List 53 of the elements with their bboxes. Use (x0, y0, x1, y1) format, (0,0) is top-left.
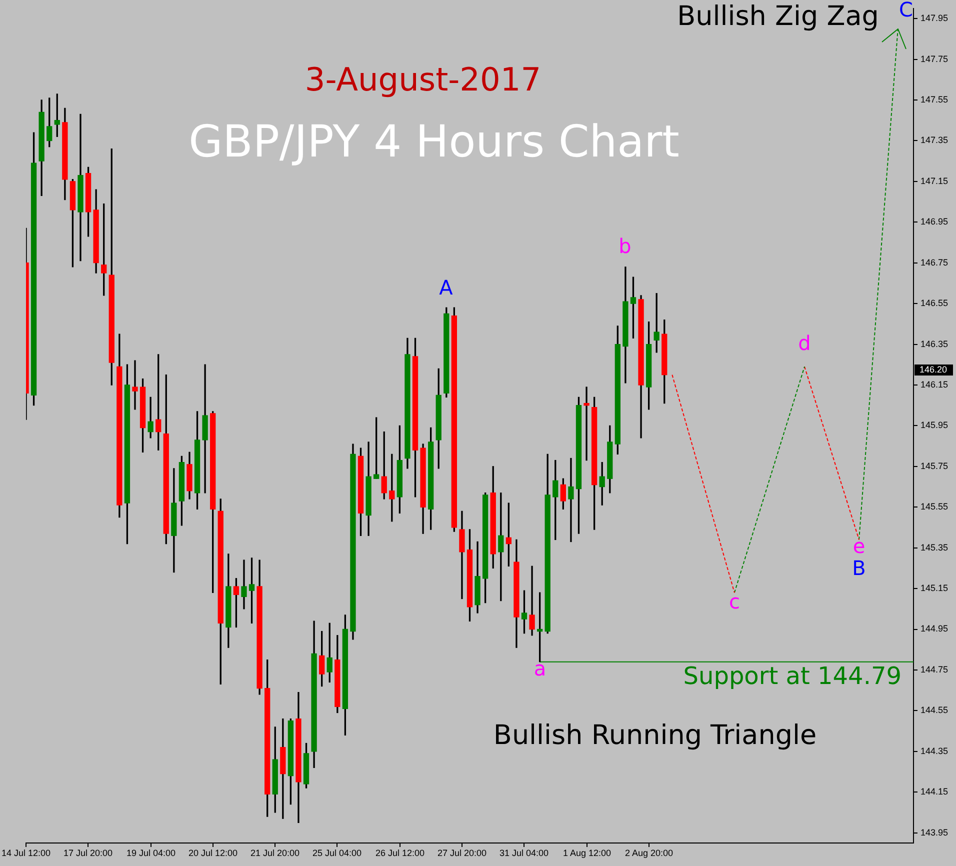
annotation: A (439, 276, 454, 300)
annotation: C (899, 0, 913, 22)
x-tick-label: 26 Jul 12:00 (375, 848, 425, 858)
candlestick (568, 458, 574, 542)
y-tick-label: 143.95 (920, 827, 948, 838)
candlestick (78, 114, 84, 262)
y-tick-label: 144.75 (920, 664, 948, 674)
annotation: Bullish Zig Zag (677, 1, 879, 32)
y-tick-label: 145.75 (920, 460, 948, 471)
annotation: b (618, 234, 632, 258)
y-tick-label: 145.55 (920, 502, 948, 512)
y-tick-label: 145.95 (920, 420, 948, 430)
annotation: e (852, 534, 866, 558)
y-tick-label: 147.35 (920, 135, 948, 146)
y-tick-label: 146.55 (920, 298, 948, 308)
x-tick-label: 31 Jul 04:00 (499, 848, 549, 858)
x-tick-label: 27 Jul 20:00 (437, 848, 487, 858)
y-tick-label: 144.35 (920, 746, 948, 756)
y-tick-label: 146.15 (920, 379, 948, 390)
candlestick (202, 364, 208, 494)
y-tick-label: 145.35 (920, 542, 948, 552)
x-tick-label: 19 Jul 04:00 (126, 848, 176, 858)
y-tick-label: 147.95 (920, 13, 948, 24)
y-tick-label: 147.55 (920, 94, 948, 104)
series-label: Support at 144.79 (683, 662, 902, 690)
candlestick (584, 386, 590, 461)
annotation: c (729, 590, 740, 614)
x-tick-label: 2 Aug 20:00 (624, 848, 674, 858)
text: GBP/JPY 4 Hours Chart (188, 116, 680, 168)
y-tick-label: 144.95 (920, 624, 948, 634)
y-tick-label: 144.15 (920, 786, 948, 797)
text: 146.20 (920, 364, 948, 374)
y-tick-label: 146.35 (920, 338, 948, 349)
candlestick (241, 560, 247, 610)
annotation: Bullish Running Triangle (493, 720, 817, 752)
x-tick-label: 25 Jul 04:00 (312, 848, 362, 858)
y-tick-label: 146.95 (920, 216, 948, 227)
x-tick-label: 1 Aug 12:00 (562, 848, 612, 858)
candlestick (132, 360, 138, 410)
y-tick-label: 147.15 (920, 176, 948, 186)
x-tick-label: 17 Jul 20:00 (63, 848, 113, 858)
x-tick-label: 20 Jul 12:00 (188, 848, 238, 858)
y-tick-label: 147.75 (920, 54, 948, 64)
annotation: B (852, 556, 866, 580)
y-tick-label: 144.55 (920, 705, 948, 716)
candlestick (529, 566, 535, 636)
x-tick-label: 21 Jul 20:00 (250, 848, 300, 858)
annotation: d (798, 331, 811, 356)
y-tick-label: 145.15 (920, 583, 948, 594)
y-tick-label: 146.75 (920, 257, 948, 268)
annotation: a (534, 656, 546, 681)
text: 3-August-2017 (304, 60, 542, 98)
x-tick-label: 14 Jul 12:00 (1, 848, 51, 858)
